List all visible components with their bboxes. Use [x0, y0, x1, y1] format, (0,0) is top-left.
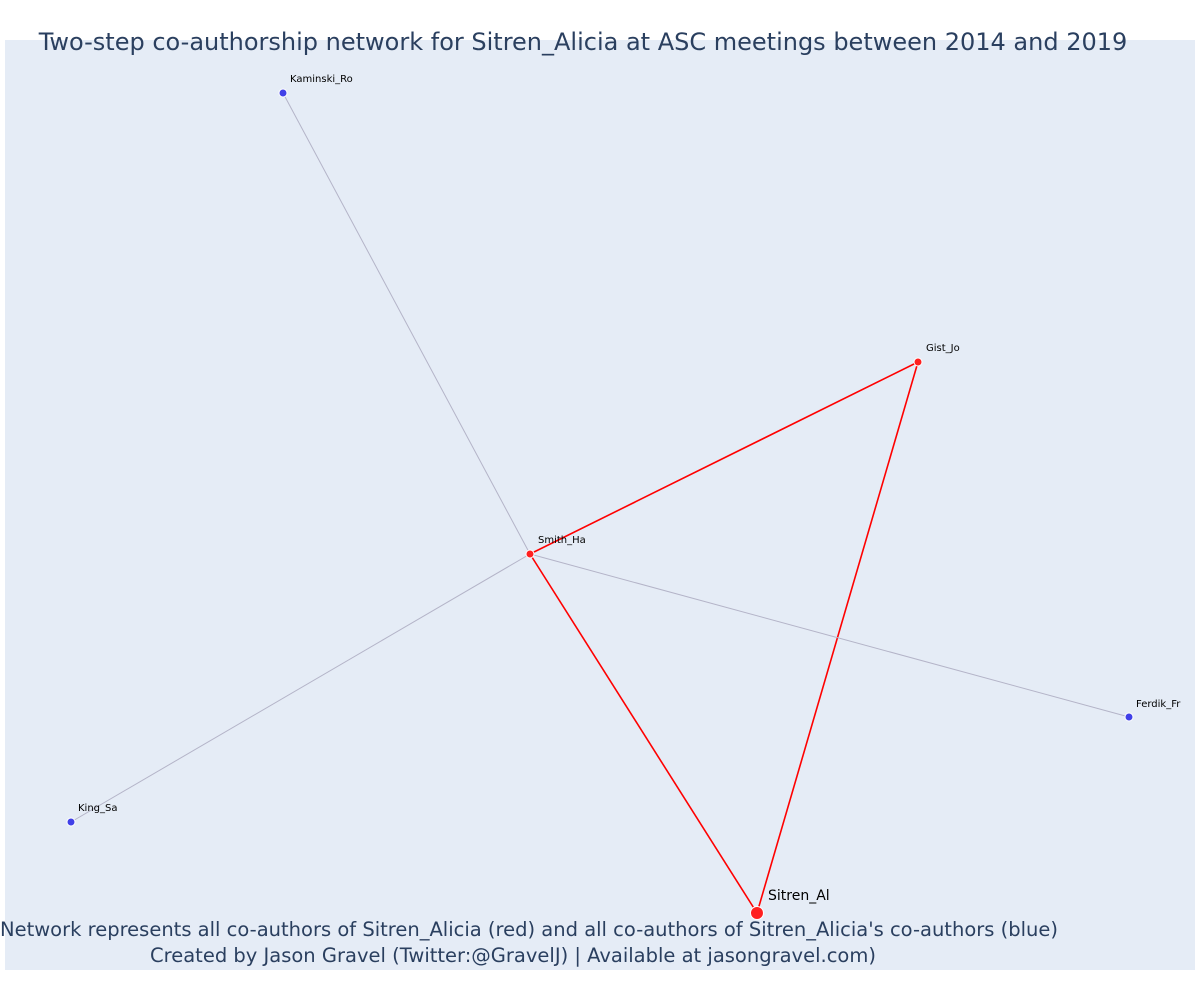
- node-label-Kaminski_Ro: Kaminski_Ro: [290, 74, 353, 85]
- node-label-Gist_Jo: Gist_Jo: [926, 343, 960, 354]
- edges-layer: [70, 92, 1130, 914]
- nodes-layer: [66, 88, 1134, 920]
- caption-legend-note: Network represents all co-authors of Sit…: [0, 918, 1058, 941]
- node-King_Sa[interactable]: [66, 817, 76, 827]
- node-Kaminski_Ro[interactable]: [278, 88, 288, 98]
- node-label-King_Sa: King_Sa: [78, 803, 118, 814]
- caption-credit: Created by Jason Gravel (Twitter:@Gravel…: [150, 944, 876, 967]
- node-label-Ferdik_Fr: Ferdik_Fr: [1136, 699, 1181, 710]
- edge-Smith_Ha-Gist_Jo: [529, 361, 919, 555]
- node-label-Smith_Ha: Smith_Ha: [538, 535, 586, 546]
- node-Sitren_Al[interactable]: [750, 906, 764, 920]
- labels-layer: Sitren_Al Smith_Ha Gist_Jo Kaminski_Ro King_…: [78, 74, 1181, 904]
- node-Gist_Jo[interactable]: [913, 357, 923, 367]
- plot-area: [5, 40, 1195, 970]
- node-label-Sitren_Al: Sitren_Al: [768, 888, 830, 904]
- edge-Smith_Ha-Kaminski_Ro: [282, 92, 531, 555]
- chart-title: Two-step co-authorship network for Sitre…: [38, 28, 1128, 56]
- edge-Sitren_Al-Smith_Ha: [529, 553, 758, 914]
- edge-Smith_Ha-Ferdik_Fr: [529, 553, 1130, 718]
- node-Smith_Ha[interactable]: [525, 549, 535, 559]
- node-Ferdik_Fr[interactable]: [1124, 712, 1134, 722]
- edge-Smith_Ha-King_Sa: [70, 553, 531, 823]
